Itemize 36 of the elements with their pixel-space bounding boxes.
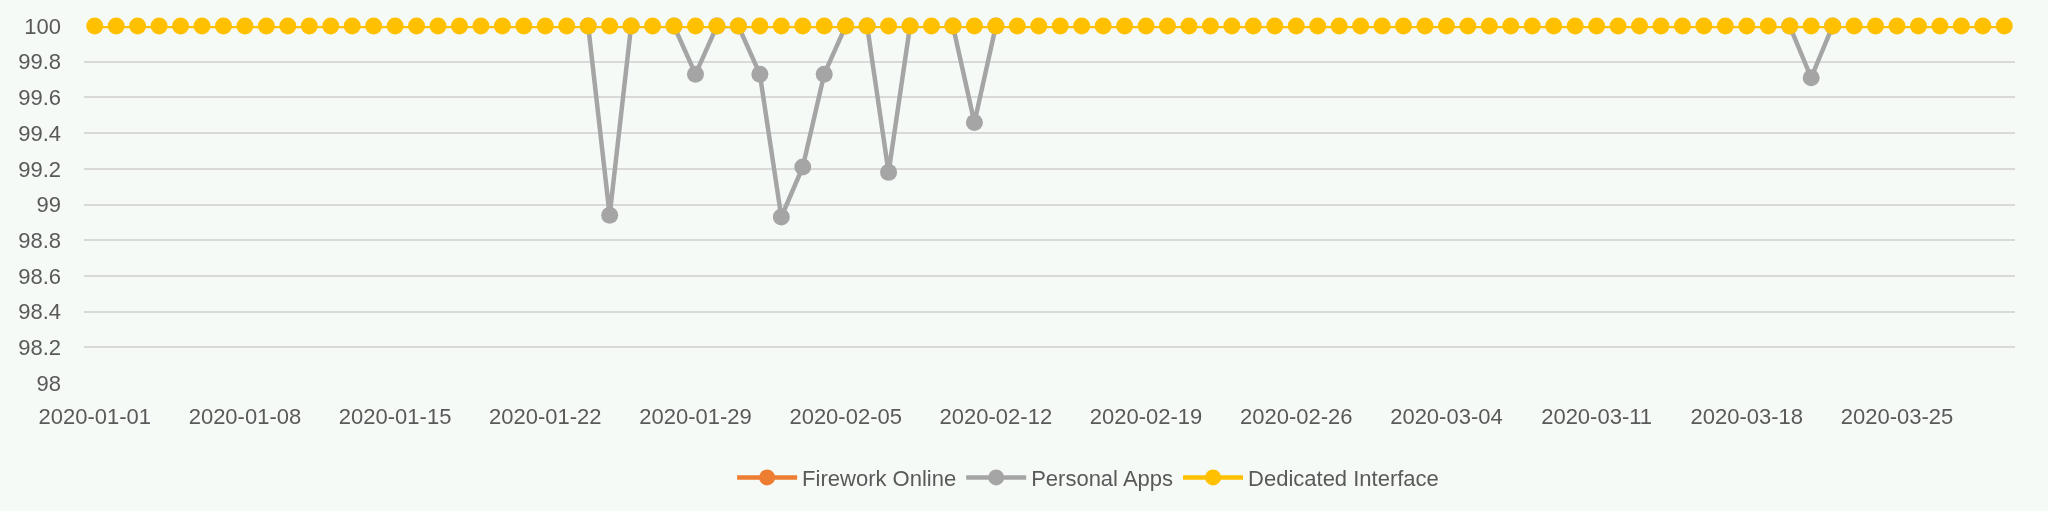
x-tick-label: 2020-02-19 <box>1089 404 1203 429</box>
y-tick-label: 98.8 <box>18 227 61 253</box>
point <box>772 208 790 226</box>
y-tick-label: 99.2 <box>18 156 61 182</box>
x-tick-label: 2020-03-18 <box>1690 404 1804 429</box>
y-tick-label: 98.2 <box>18 335 61 360</box>
y-tick-label: 99.6 <box>18 85 61 111</box>
point <box>601 206 619 224</box>
x-tick-label: 2020-01-29 <box>639 404 752 429</box>
x-tick-label: 2020-03-25 <box>1840 404 1954 429</box>
point <box>965 113 983 131</box>
point <box>794 158 812 176</box>
y-tick-label: 99.4 <box>18 120 61 146</box>
x-tick-label: 2020-02-05 <box>789 404 902 429</box>
point <box>686 65 704 83</box>
y-tick-label: 98.4 <box>18 299 61 325</box>
y-tick-label: 100 <box>24 13 61 39</box>
y-tick-label: 98 <box>36 370 61 396</box>
legend-label: Personal Apps <box>1031 465 1174 491</box>
y-tick-label: 98.6 <box>18 263 61 289</box>
y-tick-label: 99.8 <box>18 49 61 75</box>
point <box>751 65 769 83</box>
x-tick-label: 2020-01-15 <box>338 404 452 429</box>
legend-label: Dedicated Interface <box>1248 465 1439 491</box>
x-tick-label: 2020-01-01 <box>38 404 151 429</box>
x-tick-label: 2020-03-04 <box>1390 404 1503 429</box>
x-tick-label: 2020-01-08 <box>188 404 302 429</box>
x-tick-label: 2020-02-26 <box>1239 404 1353 429</box>
point <box>1802 69 1820 87</box>
x-tick-label: 2020-03-11 <box>1541 404 1653 429</box>
y-tick-label: 99 <box>36 192 61 218</box>
legend-label: Firework Online <box>802 465 957 491</box>
x-tick-label: 2020-01-22 <box>489 404 602 429</box>
point <box>815 65 833 83</box>
x-tick-label: 2020-02-12 <box>939 404 1053 429</box>
point <box>880 163 898 181</box>
